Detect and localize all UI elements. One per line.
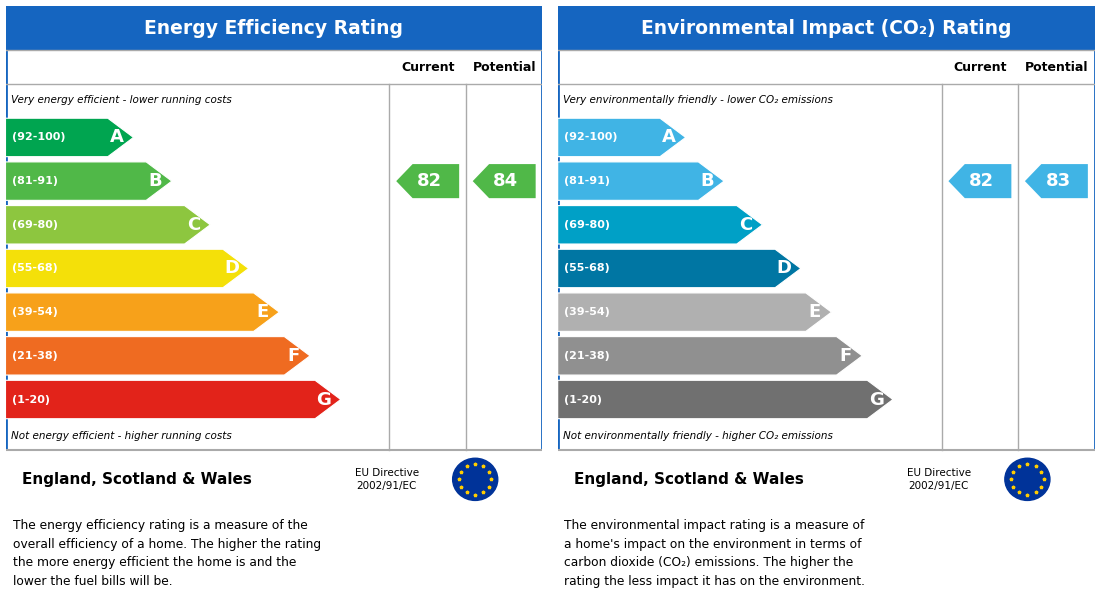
Text: England, Scotland & Wales: England, Scotland & Wales — [22, 472, 252, 487]
Text: England, Scotland & Wales: England, Scotland & Wales — [574, 472, 804, 487]
Circle shape — [453, 458, 497, 500]
Text: 82: 82 — [969, 172, 994, 190]
Polygon shape — [6, 249, 249, 288]
Text: (81-91): (81-91) — [564, 176, 611, 186]
Text: Potential: Potential — [472, 61, 536, 74]
Text: E: E — [256, 303, 268, 321]
Text: (69-80): (69-80) — [12, 220, 58, 230]
Text: Very energy efficient - lower running costs: Very energy efficient - lower running co… — [11, 95, 232, 105]
Text: Current: Current — [400, 61, 454, 74]
Text: Potential: Potential — [1024, 61, 1088, 74]
Text: (1-20): (1-20) — [12, 394, 50, 405]
Polygon shape — [558, 249, 801, 288]
Text: (92-100): (92-100) — [12, 132, 65, 142]
Text: (21-38): (21-38) — [12, 351, 57, 361]
Text: (39-54): (39-54) — [12, 307, 58, 317]
Text: EU Directive
2002/91/EC: EU Directive 2002/91/EC — [354, 468, 419, 491]
Text: C: C — [187, 216, 200, 234]
Text: 82: 82 — [417, 172, 442, 190]
Text: The energy efficiency rating is a measure of the
overall efficiency of a home. T: The energy efficiency rating is a measur… — [13, 519, 321, 588]
Text: 84: 84 — [493, 172, 518, 190]
Text: B: B — [701, 172, 714, 190]
Polygon shape — [558, 162, 724, 200]
Polygon shape — [396, 164, 459, 198]
Text: G: G — [317, 391, 331, 408]
Bar — [558, 6, 1094, 51]
Text: D: D — [224, 259, 240, 277]
Text: (39-54): (39-54) — [564, 307, 611, 317]
Text: F: F — [839, 347, 851, 365]
Text: (92-100): (92-100) — [564, 132, 617, 142]
Polygon shape — [473, 164, 536, 198]
Polygon shape — [6, 293, 279, 331]
Bar — [558, 450, 1094, 508]
Polygon shape — [558, 293, 832, 331]
Text: (55-68): (55-68) — [12, 264, 57, 274]
Text: The environmental impact rating is a measure of
a home's impact on the environme: The environmental impact rating is a mea… — [564, 519, 866, 588]
Polygon shape — [6, 206, 210, 244]
Polygon shape — [6, 162, 172, 200]
Polygon shape — [6, 380, 341, 419]
Bar — [6, 450, 542, 508]
Circle shape — [1005, 458, 1049, 500]
Text: (55-68): (55-68) — [564, 264, 609, 274]
Text: Environmental Impact (CO₂) Rating: Environmental Impact (CO₂) Rating — [641, 18, 1011, 38]
Text: (1-20): (1-20) — [564, 394, 602, 405]
Bar — [6, 6, 542, 51]
Polygon shape — [558, 206, 762, 244]
Text: D: D — [777, 259, 792, 277]
Text: EU Directive
2002/91/EC: EU Directive 2002/91/EC — [906, 468, 971, 491]
Text: G: G — [869, 391, 883, 408]
Text: (69-80): (69-80) — [564, 220, 611, 230]
Text: A: A — [110, 129, 123, 147]
Text: F: F — [287, 347, 299, 365]
Text: Current: Current — [953, 61, 1007, 74]
Polygon shape — [558, 380, 893, 419]
Polygon shape — [6, 336, 310, 375]
Text: Not environmentally friendly - higher CO₂ emissions: Not environmentally friendly - higher CO… — [563, 431, 833, 441]
Polygon shape — [558, 336, 862, 375]
Text: Not energy efficient - higher running costs: Not energy efficient - higher running co… — [11, 431, 232, 441]
Text: Energy Efficiency Rating: Energy Efficiency Rating — [144, 18, 404, 38]
Text: C: C — [739, 216, 752, 234]
Text: B: B — [148, 172, 162, 190]
Polygon shape — [948, 164, 1011, 198]
Text: (81-91): (81-91) — [12, 176, 58, 186]
Polygon shape — [558, 118, 685, 156]
Text: Very environmentally friendly - lower CO₂ emissions: Very environmentally friendly - lower CO… — [563, 95, 833, 105]
Polygon shape — [6, 118, 133, 156]
Text: 83: 83 — [1045, 172, 1070, 190]
Polygon shape — [1025, 164, 1088, 198]
Text: (21-38): (21-38) — [564, 351, 609, 361]
Text: A: A — [662, 129, 675, 147]
Text: E: E — [808, 303, 821, 321]
